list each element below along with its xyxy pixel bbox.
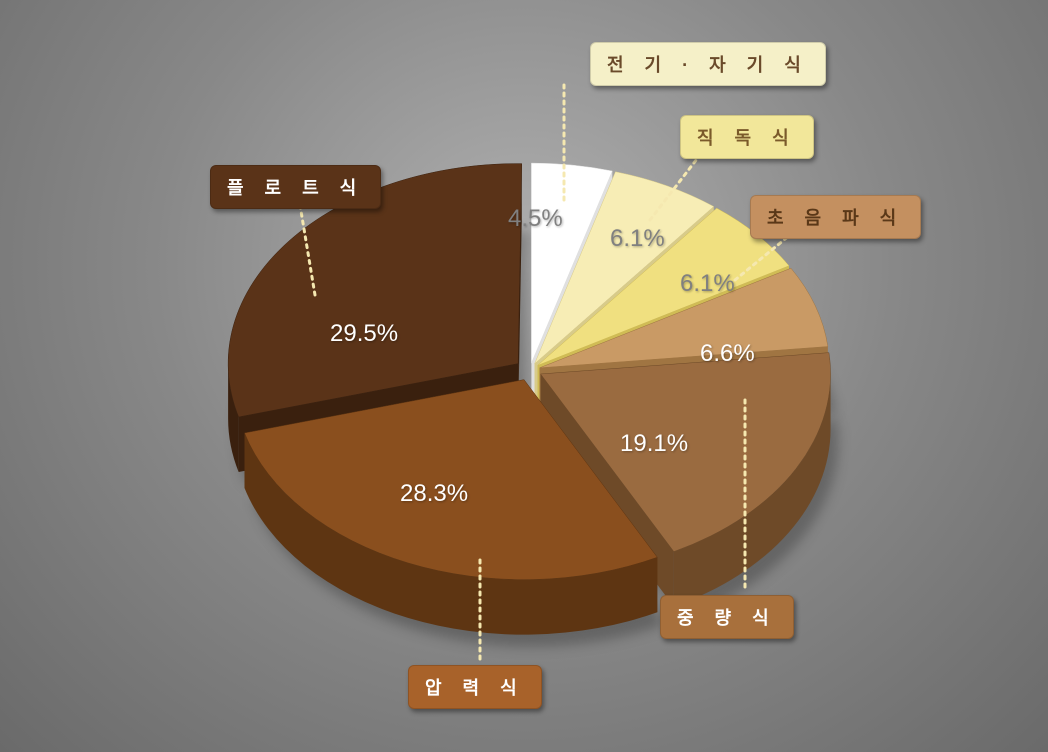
label-pressure: 압 력 식: [408, 665, 542, 709]
pct-pressure: 28.3%: [400, 480, 468, 508]
pct-ultrasonic: 6.1%: [680, 270, 735, 298]
pct-electric: 4.5%: [508, 205, 563, 233]
label-electric: 전 기 · 자 기 식: [590, 42, 826, 86]
pie-chart-3d: 4.5% 6.1% 6.1% 6.6% 19.1% 28.3% 29.5% 전 기 · 자 기…: [0, 0, 1048, 752]
pct-weight: 6.6%: [700, 340, 755, 368]
label-direct: 직 독 식: [680, 115, 814, 159]
pct-mass2: 19.1%: [620, 430, 688, 458]
label-weight: 중 량 식: [660, 595, 794, 639]
label-ultrasonic: 초 음 파 식: [750, 195, 921, 239]
label-float: 플 로 트 식: [210, 165, 381, 209]
chart-svg: [0, 0, 1048, 752]
pct-direct: 6.1%: [610, 225, 665, 253]
pct-float: 29.5%: [330, 320, 398, 348]
